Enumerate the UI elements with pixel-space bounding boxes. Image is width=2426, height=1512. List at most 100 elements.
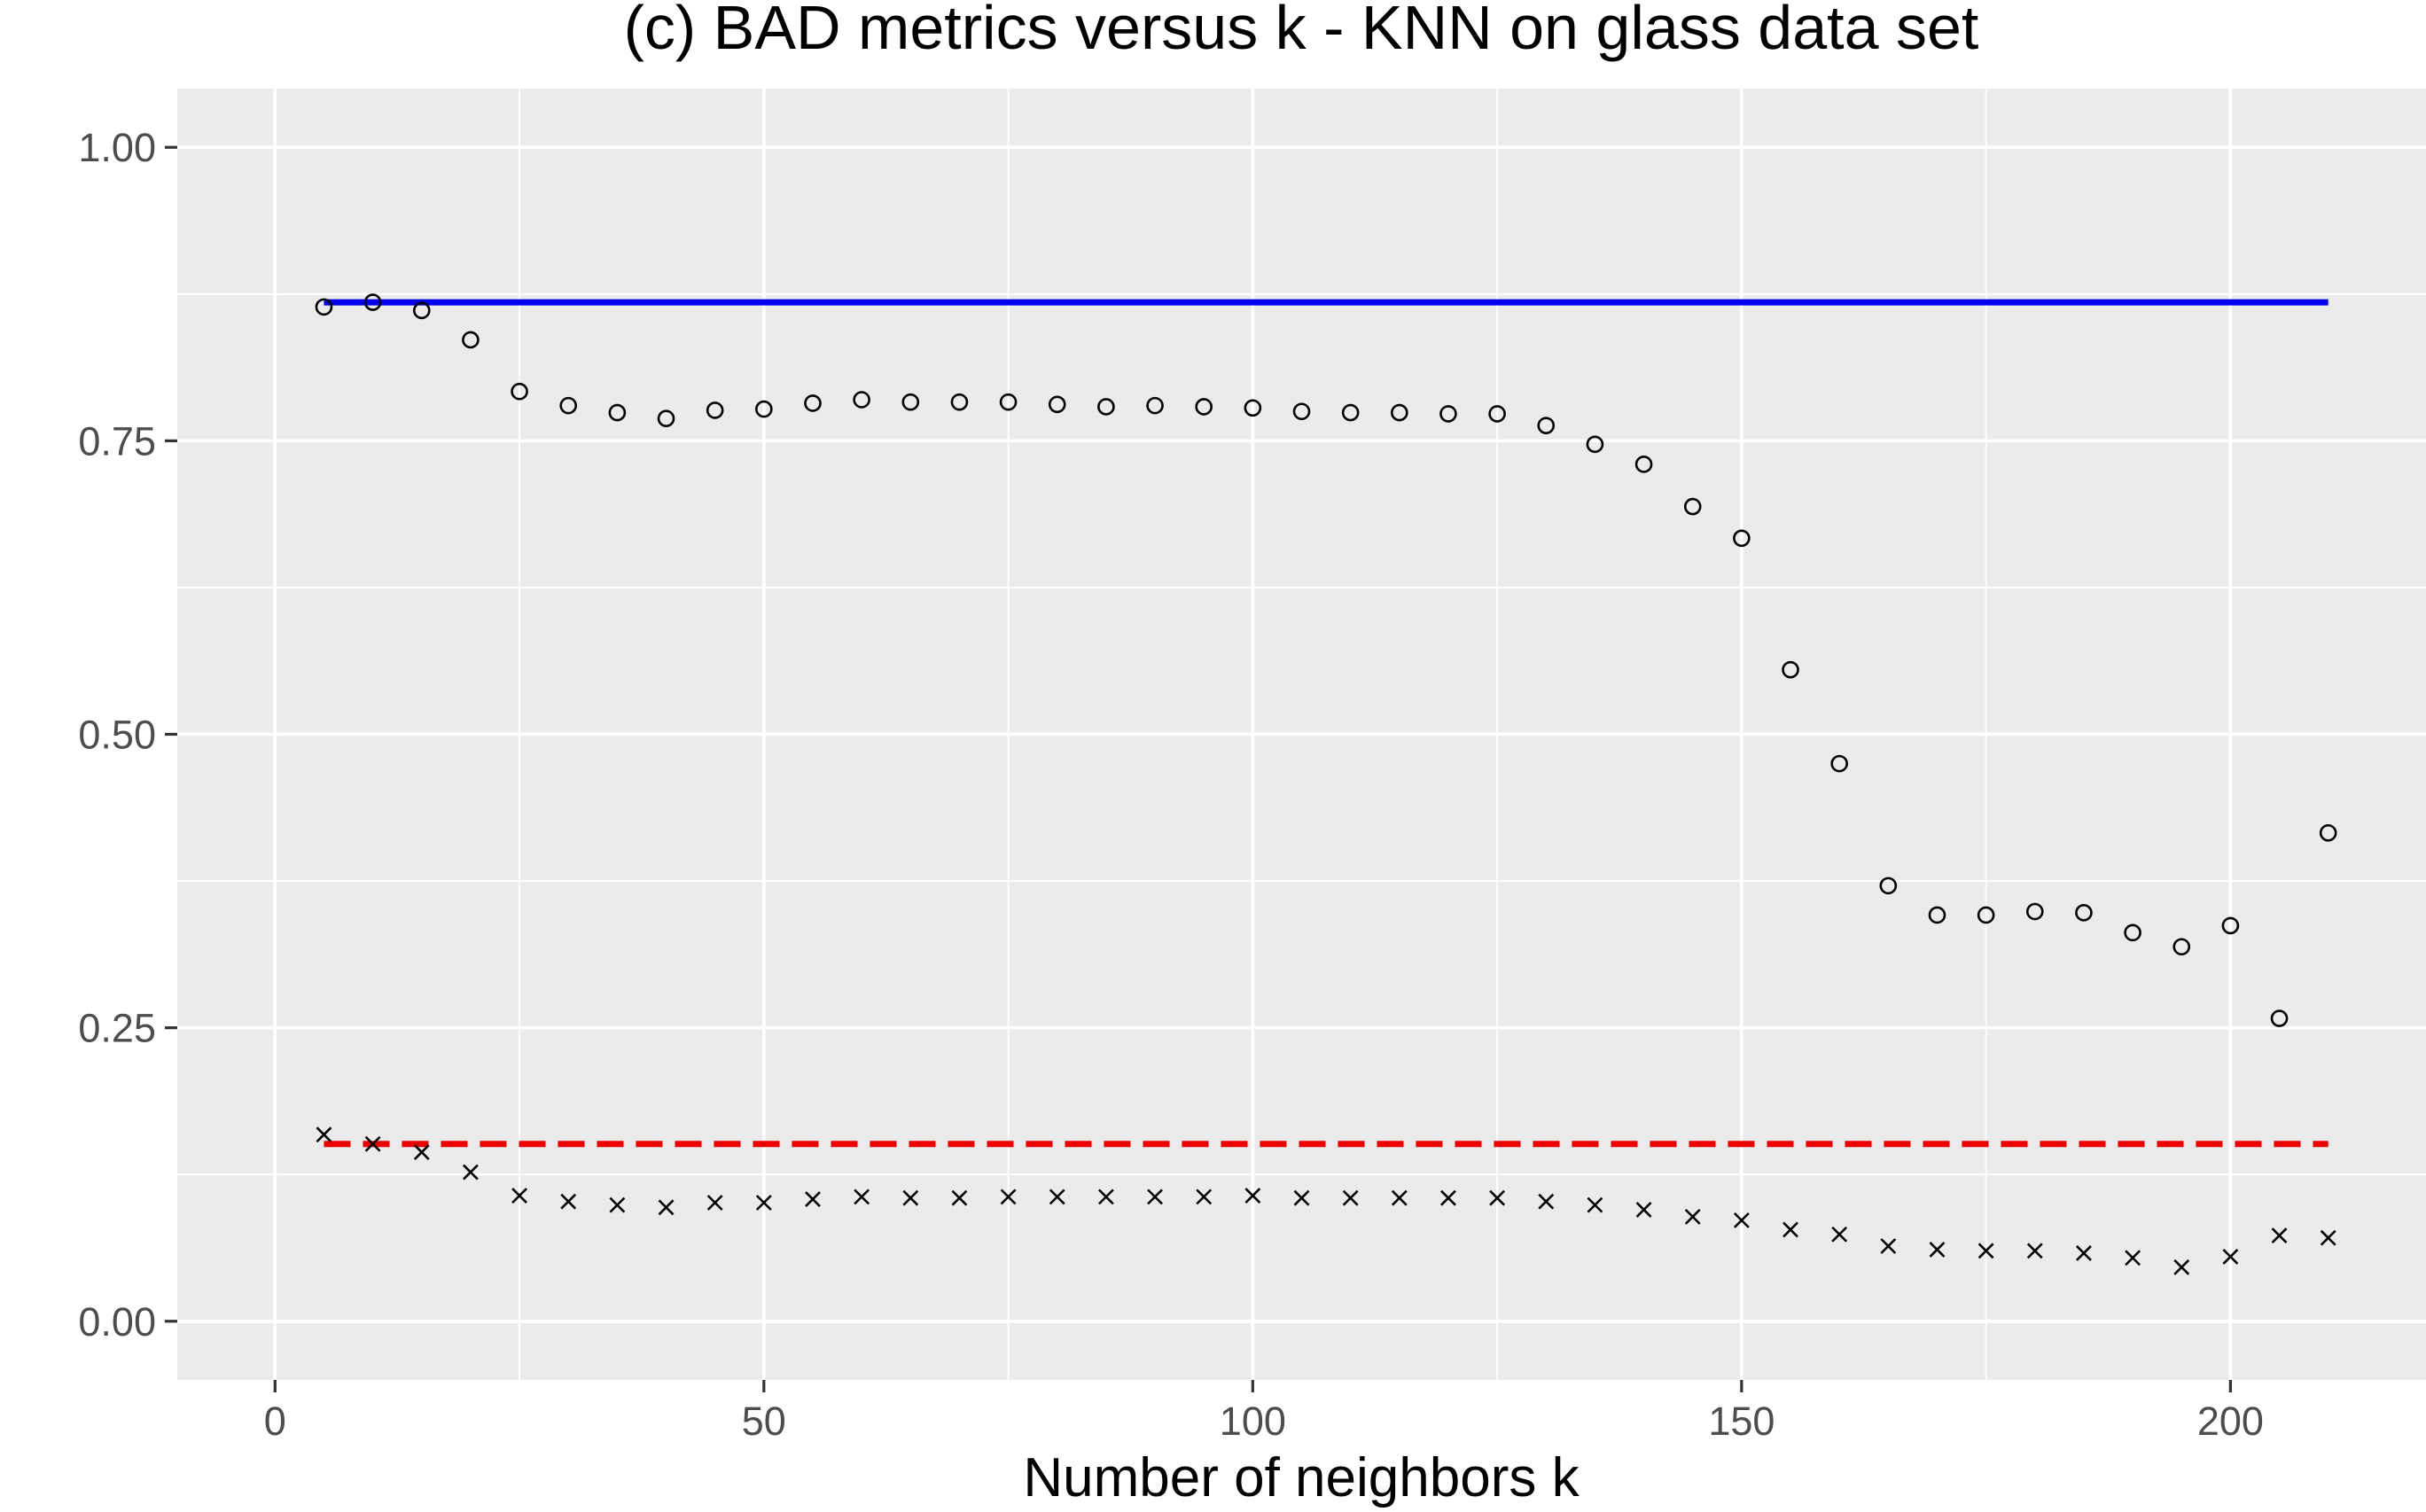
- circle-point: [1391, 403, 1408, 422]
- circle-point: [1928, 906, 1946, 924]
- cross-point: [1880, 1238, 1897, 1254]
- circle-point: [511, 382, 528, 401]
- chart-title: (c) BAD metrics versus k - KNN on glass …: [624, 0, 1979, 62]
- cross-point: [1635, 1202, 1652, 1218]
- cross-point: [902, 1189, 919, 1206]
- circle-point: [462, 331, 480, 349]
- cross-point: [1977, 1243, 1994, 1259]
- circle-point: [2270, 1009, 2289, 1027]
- circle-point: [950, 393, 969, 411]
- circle-point: [1537, 417, 1556, 434]
- circle-point: [853, 391, 870, 409]
- cross-point: [805, 1191, 821, 1207]
- cross-point: [1831, 1226, 1848, 1243]
- cross-point: [706, 1195, 723, 1211]
- cross-point: [1244, 1188, 1261, 1204]
- y-tick-label: 0.25: [78, 1006, 156, 1051]
- circle-point: [2172, 938, 2191, 956]
- x-tick-label: 0: [264, 1399, 286, 1444]
- data-points: [315, 293, 2337, 1275]
- cross-point: [413, 1144, 430, 1160]
- cross-point: [1538, 1193, 1555, 1210]
- x-tick-label: 200: [2197, 1399, 2264, 1444]
- x-axis-label: Number of neighbors k: [1023, 1447, 1580, 1508]
- cross-point: [364, 1135, 381, 1152]
- cross-point: [560, 1193, 577, 1210]
- cross-point: [1342, 1189, 1359, 1206]
- cross-point: [2125, 1250, 2141, 1266]
- x-tick-label: 100: [1220, 1399, 1286, 1444]
- circle-point: [804, 394, 822, 412]
- cross-point: [1147, 1189, 1163, 1205]
- cross-point: [1684, 1208, 1701, 1225]
- cross-point: [755, 1195, 772, 1211]
- circle-point: [1048, 395, 1066, 414]
- cross-point: [2026, 1243, 2043, 1259]
- x-axis: 0 50 100 150 200: [264, 1380, 2264, 1444]
- cross-point: [1293, 1189, 1310, 1206]
- cross-point: [1196, 1189, 1213, 1205]
- cross-point: [2320, 1229, 2336, 1246]
- cross-point: [1587, 1196, 1603, 1213]
- circle-point: [657, 409, 675, 427]
- cross-point: [1929, 1242, 1946, 1258]
- circle-point: [1683, 497, 1702, 516]
- cross-point: [1733, 1212, 1750, 1228]
- x-tick-label: 50: [742, 1399, 786, 1444]
- cross-point: [951, 1189, 968, 1206]
- y-tick-label: 0.00: [78, 1299, 156, 1344]
- circle-point: [559, 396, 578, 415]
- cross-point: [1440, 1189, 1456, 1206]
- x-tick-label: 150: [1708, 1399, 1775, 1444]
- reference-lines: [324, 299, 2328, 1148]
- cross-point: [2271, 1228, 2288, 1243]
- circle-point: [1782, 660, 1799, 679]
- circle-point: [1195, 398, 1213, 416]
- y-tick-label: 0.75: [78, 418, 156, 464]
- circle-point: [2221, 916, 2240, 935]
- circle-point: [1439, 405, 1457, 423]
- cross-point: [2173, 1259, 2190, 1275]
- cross-point: [609, 1196, 626, 1213]
- cross-point: [1049, 1189, 1065, 1205]
- circle-point: [1879, 877, 1898, 895]
- circle-point: [2124, 924, 2141, 942]
- cross-point: [511, 1188, 527, 1204]
- cross-point: [2222, 1249, 2239, 1265]
- circle-point: [1586, 435, 1604, 454]
- circle-point: [1146, 396, 1164, 415]
- cross-point: [1097, 1189, 1114, 1205]
- cross-point: [316, 1126, 332, 1143]
- circle-point: [1488, 405, 1506, 423]
- circle-point: [999, 393, 1018, 411]
- circle-point: [315, 298, 333, 316]
- y-tick-label: 0.50: [78, 713, 156, 758]
- cross-point: [1000, 1189, 1017, 1205]
- circle-point: [1341, 403, 1360, 422]
- circle-point: [2319, 823, 2337, 842]
- circle-point: [706, 401, 724, 419]
- circle-point: [363, 293, 382, 311]
- circle-point: [1244, 399, 1262, 417]
- cross-point: [854, 1189, 870, 1205]
- cross-point: [1489, 1189, 1506, 1206]
- circle-point: [2075, 904, 2093, 922]
- circle-point: [608, 403, 627, 422]
- cross-point: [658, 1199, 675, 1216]
- circle-point: [2025, 902, 2044, 921]
- circle-point: [412, 301, 431, 320]
- grid-major: [177, 89, 2426, 1380]
- y-tick-label: 1.00: [78, 125, 156, 170]
- y-axis: 0.00 0.25 0.50 0.75 1.00: [78, 125, 177, 1344]
- circle-point: [1634, 456, 1653, 473]
- cross-point: [462, 1164, 479, 1181]
- circle-point: [1830, 754, 1848, 773]
- cross-point: [1391, 1189, 1408, 1206]
- cross-point: [1782, 1221, 1798, 1238]
- circle-point: [1292, 402, 1311, 421]
- circle-point: [901, 393, 920, 411]
- circle-point: [1977, 906, 1995, 924]
- circle-point: [1097, 398, 1115, 416]
- cross-point: [2076, 1245, 2092, 1261]
